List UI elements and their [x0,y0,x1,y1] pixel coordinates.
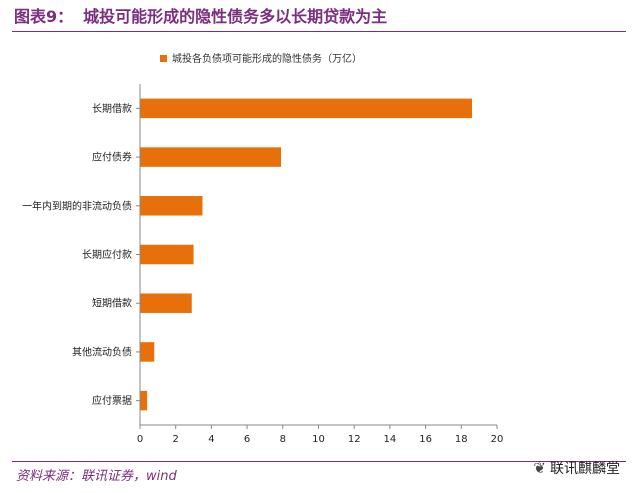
legend-swatch [160,55,167,62]
bar-1 [140,147,282,167]
x-tick-label-0: 0 [137,434,143,445]
category-label-3: 长期应付款 [82,248,132,261]
x-tick-label-1: 2 [173,434,179,445]
bar-4 [140,293,192,313]
category-label-0: 长期借款 [92,102,132,115]
x-tick-label-9: 18 [455,434,468,445]
x-tick-label-10: 20 [491,434,504,445]
bar-2 [140,196,203,216]
category-label-6: 应付票据 [92,394,132,407]
x-tick-label-4: 8 [280,434,286,445]
category-label-5: 其他流动负债 [72,345,132,358]
figure-title: 图表9： 城投可能形成的隐性债务多以长期贷款为主 [14,6,630,28]
bar-6 [140,390,148,411]
x-tick-label-8: 16 [419,434,432,445]
x-tick-label-7: 14 [384,434,397,445]
source-note: 资料来源：联讯证券，wind [16,469,177,484]
legend-label: 城投各负债项可能形成的隐性债务（万亿） [172,52,362,65]
footer-divider [12,461,626,462]
bar-chart: 城投各负债项可能形成的隐性债务（万亿） 长期借款应付债券一年内到期的非流动负债长期… [22,52,504,445]
bar-3 [140,244,194,265]
category-label-4: 短期借款 [92,297,132,310]
watermark-text: 联讯麒麟堂 [550,461,620,477]
x-tick-label-5: 10 [312,434,325,445]
title-divider [12,31,626,32]
figure-header: 图表9： 城投可能形成的隐性债务多以长期贷款为主 [14,6,630,32]
wechat-icon: ❦ [533,459,546,477]
x-tick-label-3: 6 [244,434,250,445]
x-tick-label-2: 4 [208,434,214,445]
figure-label: 图表9： [14,7,74,26]
figure-title-text: 城投可能形成的隐性债务多以长期贷款为主 [83,7,388,26]
x-tick-label-6: 12 [348,434,361,445]
category-label-1: 应付债券 [92,151,132,164]
bar-5 [140,342,155,362]
watermark: ❦ 联讯麒麟堂 [533,458,620,478]
category-label-2: 一年内到期的非流动负债 [22,199,132,212]
bar-0 [140,98,473,119]
